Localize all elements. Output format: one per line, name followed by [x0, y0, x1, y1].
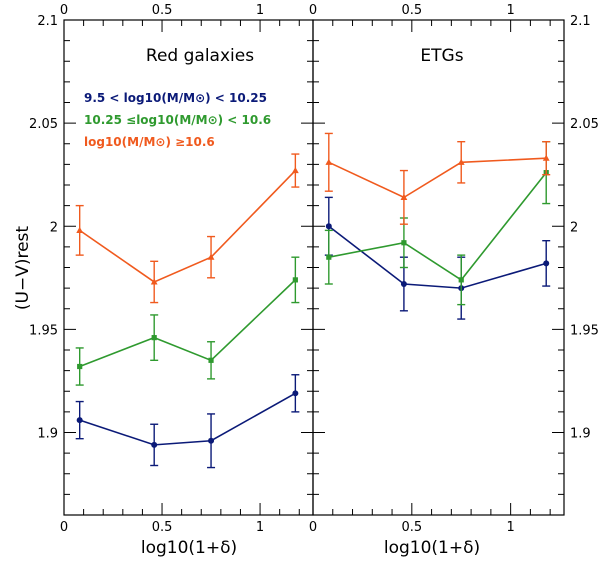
legend-entry-high-mass: log10(M/M⊙) ≥10.6: [84, 135, 215, 149]
data-point-square: [77, 363, 83, 370]
y-tick-label-left: 2.1: [37, 14, 58, 29]
data-point-triangle: [150, 278, 158, 285]
y-tick-label-right: 1.9: [570, 427, 591, 442]
x-tick-label-top: 0.5: [401, 3, 422, 18]
tick-labels: 000.50.5111.91.9522.052.1000.50.5111.91.…: [29, 3, 599, 535]
data-point-circle: [292, 390, 299, 397]
y-tick-label-left: 1.9: [37, 427, 58, 442]
plot-marks: [75, 132, 551, 469]
data-point-triangle: [457, 158, 465, 165]
data-point-circle: [543, 260, 550, 267]
x-tick-label-bottom: 0.5: [401, 520, 422, 535]
panel-title-etgs: ETGs: [420, 46, 463, 66]
legend-entry-mid-mass: 10.25 ≤log10(M/M⊙) < 10.6: [84, 113, 271, 127]
legend-entry-low-mass: 9.5 < log10(M/M⊙) < 10.25: [84, 91, 267, 105]
x-tick-label-top: 1: [256, 3, 264, 18]
data-point-square: [326, 254, 332, 260]
data-point-circle: [76, 417, 83, 424]
x-tick-label-bottom: 0.5: [152, 520, 173, 535]
series-line-1: [328, 172, 547, 281]
y-tick-label-left: 2: [50, 220, 58, 235]
series-line-1: [79, 279, 296, 368]
y-tick-label-right: 2.05: [570, 117, 599, 132]
series-line-2: [328, 157, 547, 199]
data-point-square: [458, 277, 464, 283]
data-point-square: [151, 335, 157, 341]
axis-ticks: [63, 19, 564, 516]
x-axis-title: log10(1+δ): [141, 538, 237, 558]
y-axis-title: (U−V)rest: [13, 226, 33, 311]
y-tick-label-right: 2.1: [570, 14, 591, 29]
panel-title-red-galaxies: Red galaxies: [146, 46, 254, 66]
data-point-triangle: [76, 226, 84, 233]
x-tick-label-top: 0: [309, 3, 317, 18]
panel-frame-1: [312, 19, 565, 516]
y-tick-label-right: 1.95: [570, 323, 599, 338]
data-point-triangle: [325, 158, 333, 165]
series-line-0: [79, 392, 296, 446]
x-tick-label-top: 0.5: [152, 3, 173, 18]
data-point-square: [401, 240, 407, 246]
data-point-square: [292, 277, 298, 283]
data-point-triangle: [207, 253, 215, 260]
data-point-circle: [400, 281, 407, 287]
y-tick-label-left: 2.05: [29, 117, 58, 132]
x-tick-label-bottom: 1: [506, 520, 514, 535]
series-line-2: [79, 170, 296, 283]
data-point-triangle: [291, 166, 299, 174]
data-point-circle: [208, 437, 215, 444]
y-tick-label-left: 1.95: [29, 323, 58, 338]
data-point-circle: [325, 223, 332, 230]
y-tick-label-right: 2: [570, 220, 578, 235]
x-tick-label-top: 0: [60, 3, 68, 18]
data-point-triangle: [400, 193, 408, 200]
x-tick-label-bottom: 1: [256, 520, 264, 535]
x-tick-label-bottom: 0: [309, 520, 317, 535]
data-point-circle: [151, 441, 158, 448]
data-point-square: [208, 357, 214, 363]
data-point-triangle: [542, 154, 550, 161]
x-axis-title-right: log10(1+δ): [384, 538, 480, 558]
series-line-0: [328, 225, 547, 289]
x-tick-label-bottom: 0: [60, 520, 68, 535]
x-tick-label-top: 1: [506, 3, 514, 18]
